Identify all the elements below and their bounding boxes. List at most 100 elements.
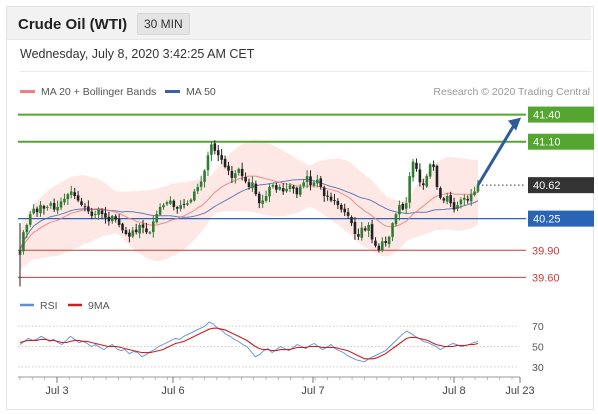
x-axis-tick-label: Jul 8 [442, 385, 465, 397]
candle-body [391, 223, 394, 237]
candle-body [240, 168, 244, 177]
candle-body [439, 188, 442, 198]
price-levels: 41.40 41.10 40.62 40.25 39.90 39.60 [18, 106, 594, 284]
support-label: 39.90 [532, 245, 560, 257]
ma9-legend-label: 9MA [88, 300, 110, 312]
resistance-label-box [528, 133, 594, 150]
candle-body [370, 224, 374, 240]
candle-body [463, 197, 466, 200]
chart-header: Crude Oil (WTI) 30 MIN [7, 7, 591, 40]
candle-body [39, 205, 42, 214]
candle-body [469, 194, 473, 202]
candle-body [93, 214, 97, 216]
candle-body [59, 201, 63, 208]
ma9-line [19, 327, 479, 360]
candle-body [415, 162, 418, 169]
candle-body [353, 221, 357, 234]
rsi-line [19, 321, 479, 363]
candle-body [298, 186, 302, 195]
candle-body [445, 196, 449, 202]
legend-ma50: MA 50 [165, 86, 216, 98]
candle-body [435, 165, 439, 187]
candle-body [162, 205, 165, 208]
candle-body [257, 193, 261, 204]
candle-body [175, 207, 179, 209]
candle-body [339, 204, 343, 210]
candle-body [145, 228, 148, 233]
research-credit: Research © 2020 Trading Central [433, 86, 590, 98]
candle-body [326, 195, 329, 197]
bollinger-bands [20, 139, 478, 271]
candle-body [292, 186, 295, 189]
date-line: Wednesday, July 8, 2020 3:42:25 AM CET [20, 47, 255, 61]
candle-body [278, 186, 282, 190]
candle-body [42, 205, 46, 209]
forecast-arrow-head [508, 117, 521, 131]
candle-body [73, 192, 76, 196]
candle-body [114, 216, 118, 220]
candle-body [134, 229, 138, 233]
candle-body [333, 199, 336, 201]
candle-body [110, 215, 114, 222]
candle-body [367, 224, 370, 231]
candle-body [336, 200, 340, 206]
candle-body [107, 216, 111, 222]
candle-body [466, 198, 470, 201]
candle-body [329, 196, 333, 201]
forecast-arrow-line [476, 122, 517, 186]
candle-body [131, 230, 135, 237]
candle-body [179, 205, 182, 209]
rsi-legend-label: RSI [40, 300, 58, 312]
candle-body [380, 241, 384, 251]
candle-body [189, 199, 193, 203]
candle-body [449, 195, 452, 204]
candle-body [251, 182, 254, 189]
candle-body [49, 203, 53, 206]
chart-overlay [476, 117, 521, 186]
rsi-tick-label: 70 [532, 321, 544, 333]
candle-body [138, 224, 141, 234]
candle-body [377, 245, 381, 251]
candle-body [425, 176, 429, 187]
x-axis-tick-label: Jul 6 [161, 385, 184, 397]
instrument-title: Crude Oil (WTI) [18, 16, 128, 33]
candle-body [90, 211, 94, 216]
resistance-label: 41.40 [533, 110, 561, 122]
support-label: 39.60 [532, 272, 560, 284]
candle-body [227, 165, 230, 171]
timeframe-badge[interactable]: 30 MIN [137, 13, 190, 35]
candle-body [56, 206, 59, 211]
candle-body [63, 198, 66, 203]
candle-body [165, 202, 169, 205]
candle-body [346, 212, 350, 216]
candle-body [387, 236, 391, 245]
candle-body [220, 155, 223, 160]
candle-body [234, 173, 237, 178]
candle-body [422, 183, 425, 186]
candle-body [100, 210, 104, 215]
candle-body [117, 219, 121, 225]
candle-body [275, 185, 278, 190]
candle-body [155, 214, 159, 223]
ma20-swatch [20, 89, 35, 93]
candle-body [169, 200, 172, 204]
candle-body [271, 185, 275, 187]
candle-body [244, 177, 247, 182]
candle-body [213, 143, 217, 151]
candle-body [182, 203, 186, 205]
candle-body [418, 169, 422, 183]
candle-body [316, 179, 319, 184]
candle-body [360, 227, 364, 238]
candle-body [281, 188, 285, 192]
candle-body [76, 195, 80, 201]
candle-body [69, 191, 73, 195]
candle-body [196, 186, 200, 192]
divider [20, 71, 591, 72]
candle-body [384, 241, 388, 244]
candle-body [35, 208, 39, 213]
ma20-line [19, 175, 479, 251]
candle-body [28, 214, 32, 225]
candle-body [401, 204, 405, 210]
ma50-swatch [165, 89, 180, 93]
candle-body [476, 185, 480, 192]
